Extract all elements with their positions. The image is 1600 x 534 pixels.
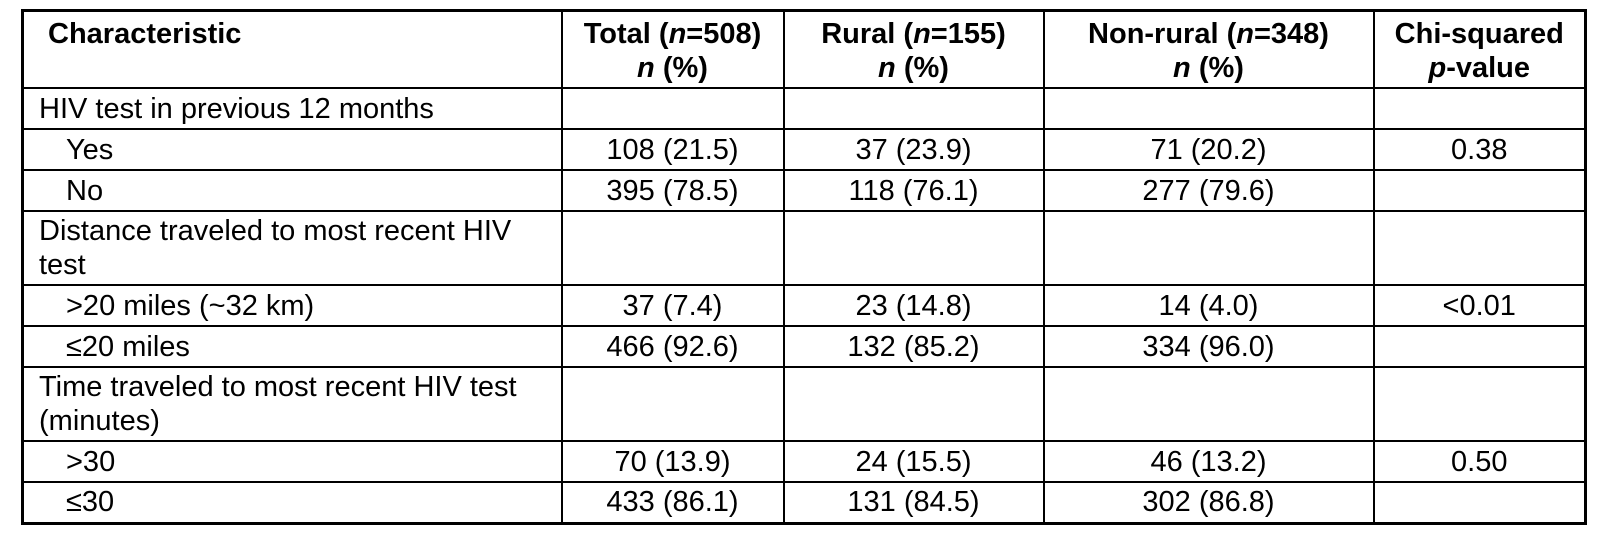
pvalue-cell [1372, 169, 1587, 212]
characteristic-cell: No [21, 169, 563, 212]
col-header-rural-line1: Rural (n=155) [821, 18, 1006, 50]
characteristic-cell: ≤20 miles [21, 325, 563, 368]
table-row-item: ≤20 miles 466 (92.6) 132 (85.2) 334 (96.0) [21, 325, 1587, 368]
total-cell: 466 (92.6) [560, 325, 785, 368]
total-cell [560, 210, 785, 286]
rural-cell [782, 210, 1045, 286]
table-row-section: HIV test in previous 12 months [21, 87, 1587, 130]
pvalue-cell [1372, 210, 1587, 286]
characteristic-cell: Yes [21, 128, 563, 171]
rural-cell: 131 (84.5) [782, 481, 1045, 524]
pvalue-cell: <0.01 [1372, 284, 1587, 327]
characteristic-cell: >20 miles (~32 km) [21, 284, 563, 327]
table-row-section: Distance traveled to most recent HIV tes… [21, 210, 1587, 286]
col-header-rural-line2: n (%) [878, 52, 949, 84]
nonrural-cell: 334 (96.0) [1042, 325, 1375, 368]
table-row-item: No 395 (78.5) 118 (76.1) 277 (79.6) [21, 169, 1587, 212]
table-row-section: Time traveled to most recent HIV test (m… [21, 366, 1587, 442]
nonrural-cell [1042, 366, 1375, 442]
col-header-total: Total (n=508) n (%) [560, 9, 785, 89]
nonrural-cell: 277 (79.6) [1042, 169, 1375, 212]
total-cell: 395 (78.5) [560, 169, 785, 212]
table-row-item: Yes 108 (21.5) 37 (23.9) 71 (20.2) 0.38 [21, 128, 1587, 171]
nonrural-cell: 14 (4.0) [1042, 284, 1375, 327]
characteristic-cell: >30 [21, 440, 563, 483]
rural-cell: 37 (23.9) [782, 128, 1045, 171]
pvalue-cell [1372, 325, 1587, 368]
pvalue-cell: 0.38 [1372, 128, 1587, 171]
col-header-chi-squared-line1: Chi-squared [1394, 18, 1564, 50]
table-row-item: >20 miles (~32 km) 37 (7.4) 23 (14.8) 14 (4… [21, 284, 1587, 327]
col-header-chi-squared-line2: p-value [1428, 52, 1531, 84]
characteristic-cell: Distance traveled to most recent HIV tes… [21, 210, 563, 286]
pvalue-cell [1372, 366, 1587, 442]
pvalue-cell: 0.50 [1372, 440, 1587, 483]
rural-cell: 24 (15.5) [782, 440, 1045, 483]
characteristic-cell: Time traveled to most recent HIV test (m… [21, 366, 563, 442]
hiv-testing-statistics-table: Characteristic Total (n=508) n (%) Rural… [21, 9, 1587, 525]
characteristic-cell: ≤30 [21, 481, 563, 524]
rural-cell: 118 (76.1) [782, 169, 1045, 212]
col-header-characteristic-label: Characteristic [48, 18, 242, 50]
total-cell: 433 (86.1) [560, 481, 785, 524]
nonrural-cell: 302 (86.8) [1042, 481, 1375, 524]
col-header-total-line2: n (%) [637, 52, 708, 84]
nonrural-cell [1042, 87, 1375, 130]
table-header: Characteristic Total (n=508) n (%) Rural… [21, 9, 1587, 89]
table-header-row: Characteristic Total (n=508) n (%) Rural… [21, 9, 1587, 89]
col-header-characteristic: Characteristic [21, 9, 563, 89]
characteristic-cell: HIV test in previous 12 months [21, 87, 563, 130]
col-header-total-line1: Total (n=508) [583, 18, 762, 50]
total-cell: 37 (7.4) [560, 284, 785, 327]
nonrural-cell: 46 (13.2) [1042, 440, 1375, 483]
table-row-item: ≤30 433 (86.1) 131 (84.5) 302 (86.8) [21, 481, 1587, 524]
rural-cell [782, 87, 1045, 130]
nonrural-cell: 71 (20.2) [1042, 128, 1375, 171]
total-cell: 108 (21.5) [560, 128, 785, 171]
col-header-nonrural-line2: n (%) [1173, 52, 1244, 84]
rural-cell: 132 (85.2) [782, 325, 1045, 368]
total-cell [560, 87, 785, 130]
table-row-item: >30 70 (13.9) 24 (15.5) 46 (13.2) 0.50 [21, 440, 1587, 483]
col-header-rural: Rural (n=155) n (%) [782, 9, 1045, 89]
rural-cell: 23 (14.8) [782, 284, 1045, 327]
total-cell [560, 366, 785, 442]
col-header-chi-squared: Chi-squared p-value [1372, 9, 1587, 89]
rural-cell [782, 366, 1045, 442]
nonrural-cell [1042, 210, 1375, 286]
table-body: HIV test in previous 12 months Yes 108 (21… [21, 87, 1587, 524]
total-cell: 70 (13.9) [560, 440, 785, 483]
pvalue-cell [1372, 87, 1587, 130]
col-header-nonrural-line1: Non-rural (n=348) [1088, 18, 1329, 50]
col-header-nonrural: Non-rural (n=348) n (%) [1042, 9, 1375, 89]
pvalue-cell [1372, 481, 1587, 524]
